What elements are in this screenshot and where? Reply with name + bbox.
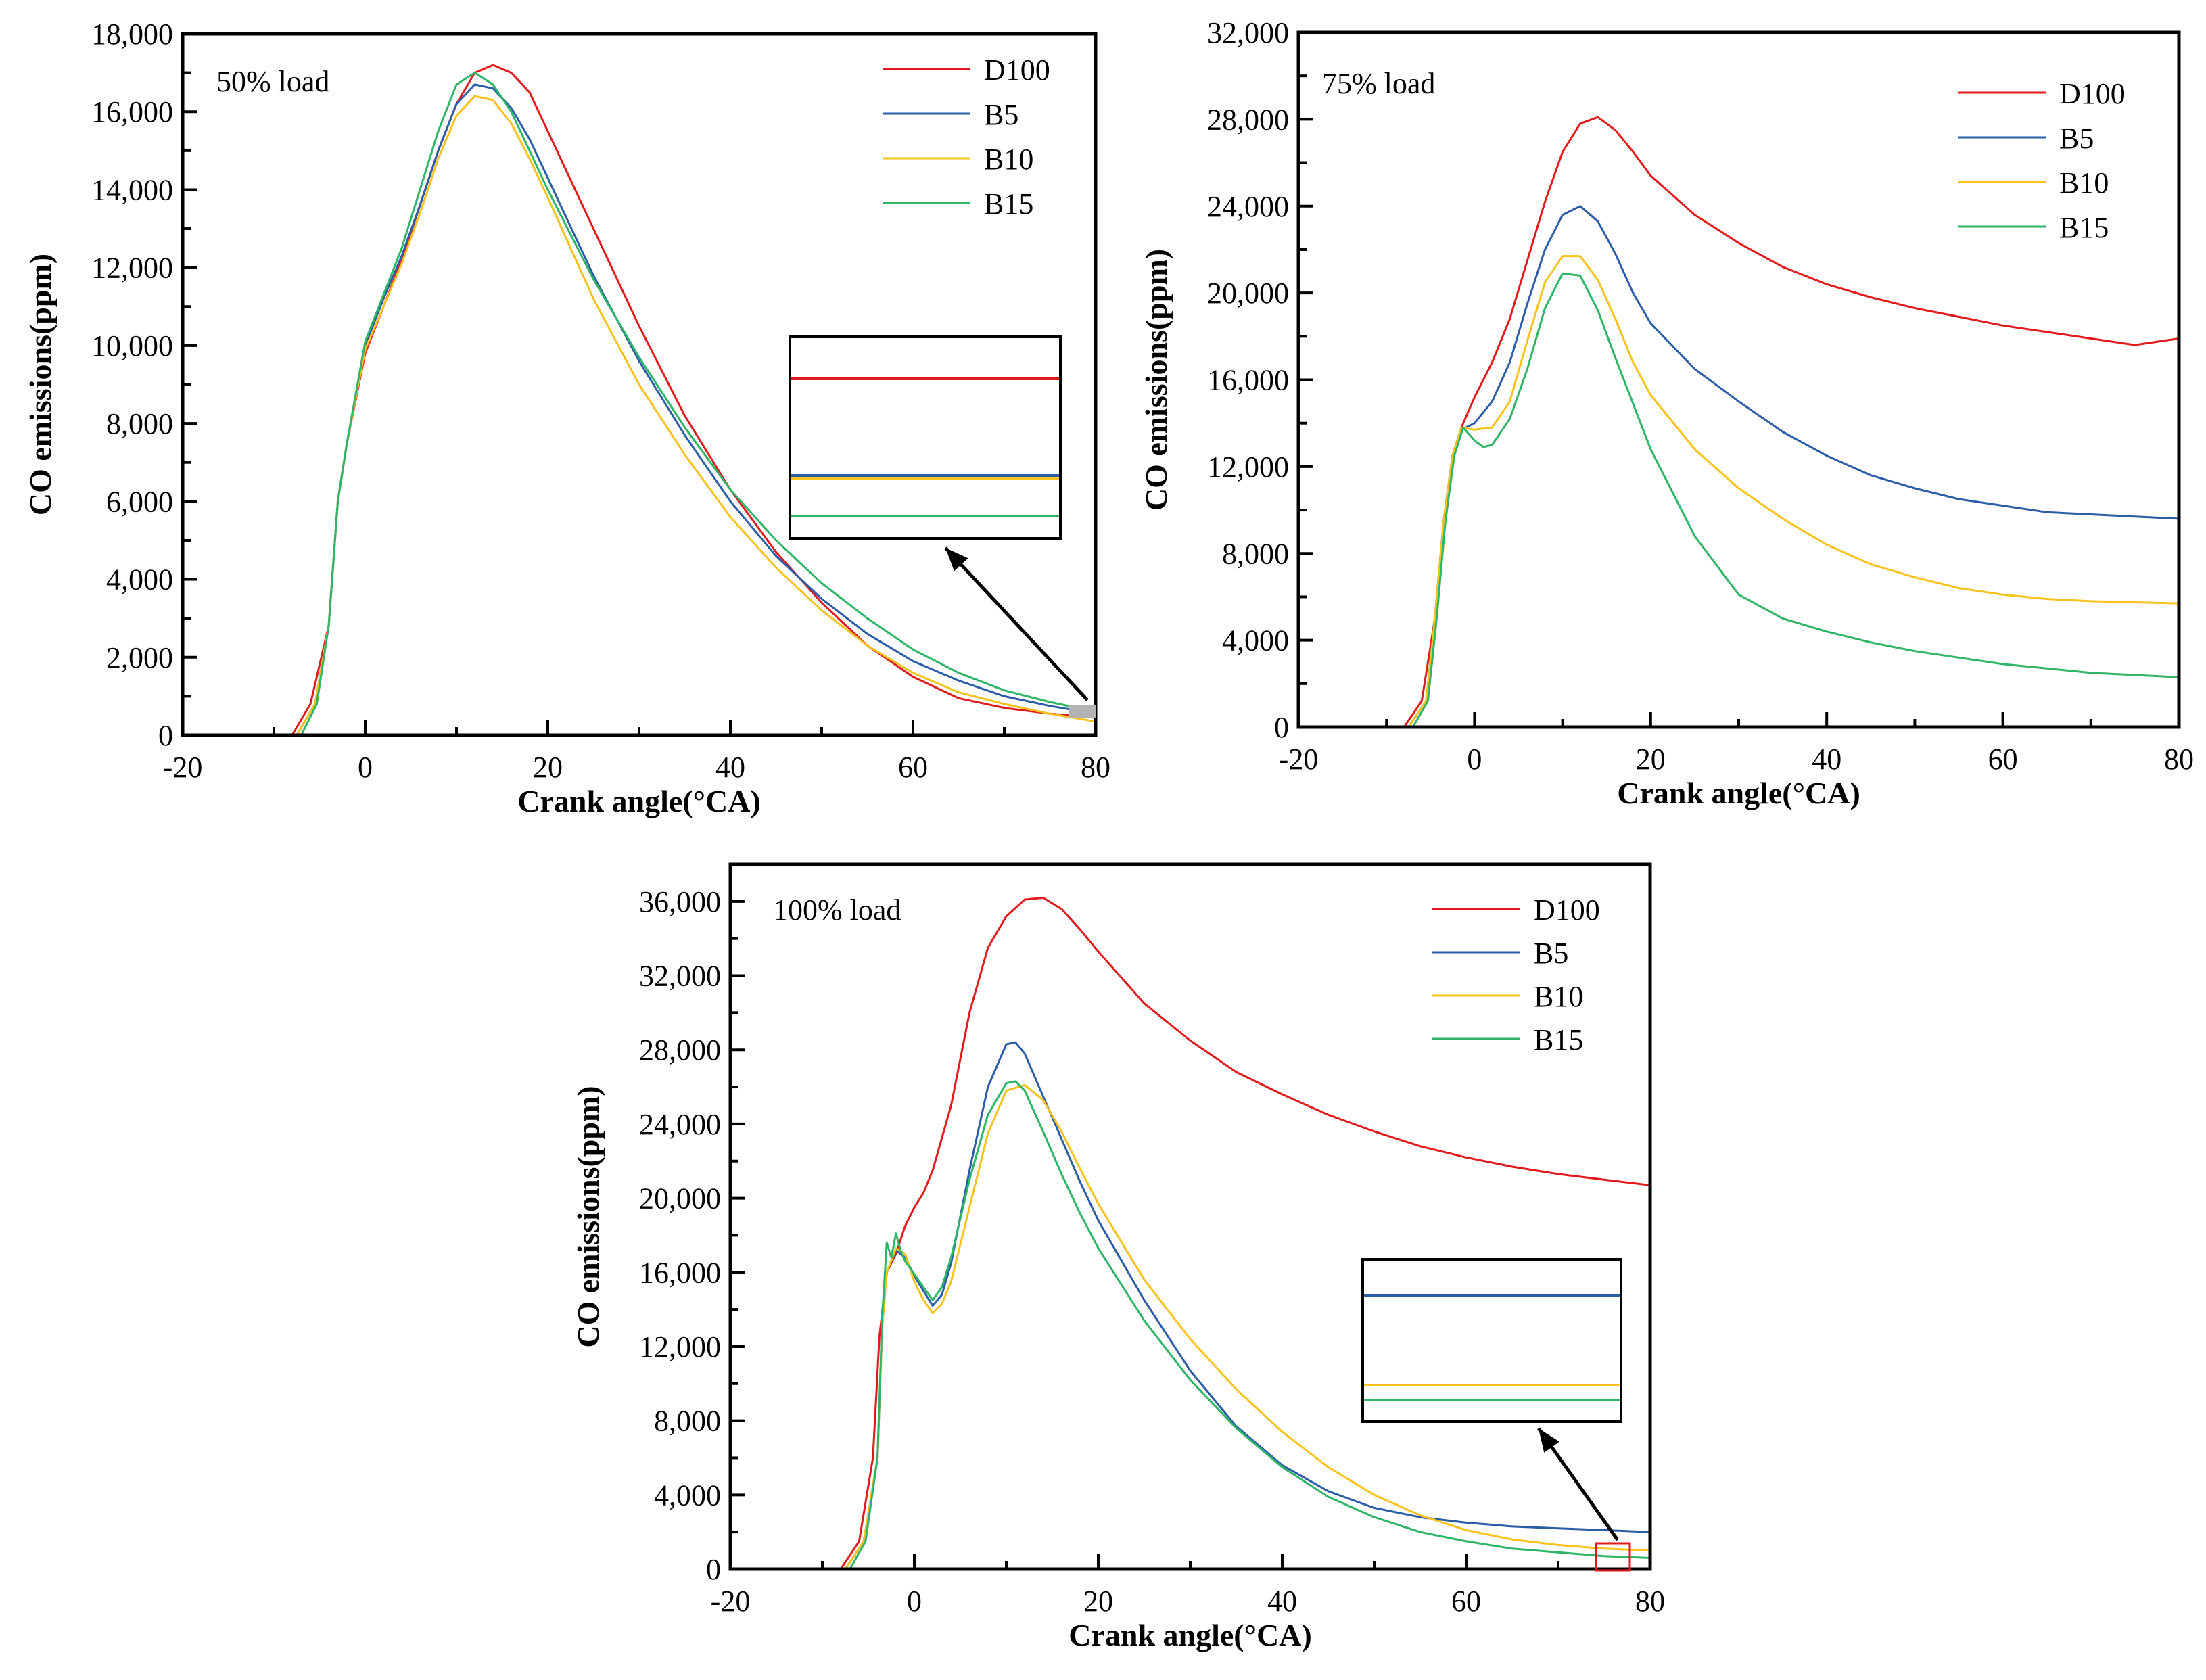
- x-tick-label: 40: [1267, 1585, 1297, 1618]
- series-line-b10: [181, 95, 1097, 737]
- series-line-b15: [729, 1080, 1651, 1570]
- zoom-inset-box: [789, 335, 1062, 540]
- series-line-b5: [181, 83, 1097, 737]
- zoom-inset-box: [1361, 1258, 1622, 1423]
- x-tick-label: 0: [358, 751, 373, 784]
- legend-label-b5: B5: [2059, 122, 2094, 155]
- y-tick-label: 12,000: [639, 1330, 721, 1363]
- x-tick-label: -20: [711, 1585, 751, 1618]
- y-tick-label: 14,000: [91, 173, 173, 206]
- x-tick-label: 0: [1467, 743, 1482, 776]
- x-tick-label: 60: [898, 751, 928, 784]
- zoom-arrow-shaft: [944, 546, 1089, 701]
- y-tick-label: 6,000: [106, 485, 173, 518]
- y-axis-title: CO emissions(ppm): [23, 254, 57, 515]
- y-tick-label: 16,000: [91, 95, 173, 129]
- legend-label-b15: B15: [984, 187, 1033, 220]
- load-annotation: 50% load: [216, 65, 329, 98]
- y-tick-label: 8,000: [1222, 537, 1289, 570]
- y-tick-label: 24,000: [639, 1108, 721, 1141]
- legend-label-b5: B5: [984, 98, 1018, 131]
- x-tick-label: -20: [1279, 743, 1319, 776]
- x-tick-label: 0: [907, 1585, 922, 1618]
- legend-label-d100: D100: [1534, 893, 1600, 927]
- y-tick-label: 28,000: [639, 1033, 721, 1067]
- x-tick-label: 80: [2164, 743, 2194, 776]
- x-axis-title: Crank angle(°CA): [1617, 776, 1860, 810]
- y-tick-label: 0: [158, 719, 173, 752]
- load-annotation: 100% load: [773, 893, 901, 927]
- y-tick-label: 36,000: [639, 885, 721, 918]
- y-tick-label: 18,000: [91, 18, 173, 51]
- y-axis-title: CO emissions(ppm): [571, 1086, 605, 1347]
- y-tick-label: 28,000: [1207, 103, 1289, 136]
- y-tick-label: 16,000: [1207, 364, 1289, 397]
- y-tick-label: 24,000: [1207, 190, 1289, 223]
- y-tick-label: 4,000: [1222, 624, 1289, 657]
- series-line-b10: [1297, 255, 2180, 728]
- legend-label-b5: B5: [1534, 937, 1568, 970]
- load-annotation: 75% load: [1322, 67, 1435, 100]
- y-tick-label: 16,000: [639, 1256, 721, 1289]
- series-line-d100: [1297, 116, 2180, 728]
- plot-frame: [1296, 30, 2181, 729]
- series-line-d100: [181, 64, 1097, 737]
- chart-panel-100-load: -20 0 20 40 60 8004,0008,00012,00016,00020,00…: [571, 862, 1665, 1652]
- x-tick-label: 80: [1081, 751, 1110, 784]
- series-line-b15: [181, 72, 1097, 737]
- y-tick-label: 20,000: [639, 1182, 721, 1215]
- series-line-b10: [729, 1083, 1651, 1570]
- series-line-b15: [1297, 272, 2180, 728]
- y-tick-label: 32,000: [1207, 16, 1289, 49]
- x-tick-label: 40: [715, 751, 745, 784]
- x-tick-label: 20: [1083, 1585, 1113, 1618]
- y-tick-label: 10,000: [91, 329, 173, 363]
- zoom-region-marker: [1069, 705, 1096, 718]
- chart-panel-75-load: -20 0 20 40 60 8004,0008,00012,00016,00020,00…: [1139, 16, 2194, 810]
- y-tick-label: 0: [706, 1553, 721, 1586]
- chart-panel-50-load: -20 0 20 40 60 8002,0004,0006,0008,00010,0001…: [23, 18, 1110, 818]
- plot-frame: [728, 862, 1652, 1571]
- x-axis-title: Crank angle(°CA): [517, 784, 761, 818]
- y-tick-label: 12,000: [91, 252, 173, 285]
- zoom-arrow-head: [1539, 1428, 1560, 1453]
- x-tick-label: 60: [1988, 743, 2018, 776]
- legend-label-b10: B10: [984, 143, 1033, 176]
- series-line-d100: [729, 896, 1651, 1570]
- y-tick-label: 20,000: [1207, 277, 1289, 310]
- y-tick-label: 4,000: [106, 563, 173, 597]
- zoom-arrow-head: [945, 548, 968, 571]
- legend-label-b10: B10: [2059, 166, 2109, 200]
- legend-label-d100: D100: [2059, 77, 2126, 110]
- legend-label-b15: B15: [2059, 211, 2109, 244]
- y-tick-label: 8,000: [106, 407, 173, 440]
- x-tick-label: 60: [1451, 1585, 1481, 1618]
- legend-label-b15: B15: [1534, 1023, 1583, 1056]
- x-tick-label: 80: [1635, 1585, 1665, 1618]
- y-tick-label: 12,000: [1207, 450, 1289, 484]
- y-tick-label: 8,000: [654, 1405, 721, 1438]
- x-tick-label: 20: [533, 751, 563, 784]
- y-axis-title: CO emissions(ppm): [1139, 249, 1173, 511]
- x-tick-label: -20: [163, 751, 203, 784]
- x-axis-title: Crank angle(°CA): [1069, 1618, 1312, 1652]
- legend-label-b10: B10: [1534, 980, 1583, 1013]
- x-tick-label: 40: [1812, 743, 1841, 776]
- y-tick-label: 0: [1274, 711, 1289, 744]
- legend-label-d100: D100: [984, 53, 1050, 87]
- y-tick-label: 32,000: [639, 960, 721, 993]
- y-tick-label: 2,000: [106, 641, 173, 674]
- zoom-region-marker: [1595, 1542, 1631, 1572]
- y-tick-label: 4,000: [654, 1478, 721, 1512]
- x-tick-label: 20: [1636, 743, 1666, 776]
